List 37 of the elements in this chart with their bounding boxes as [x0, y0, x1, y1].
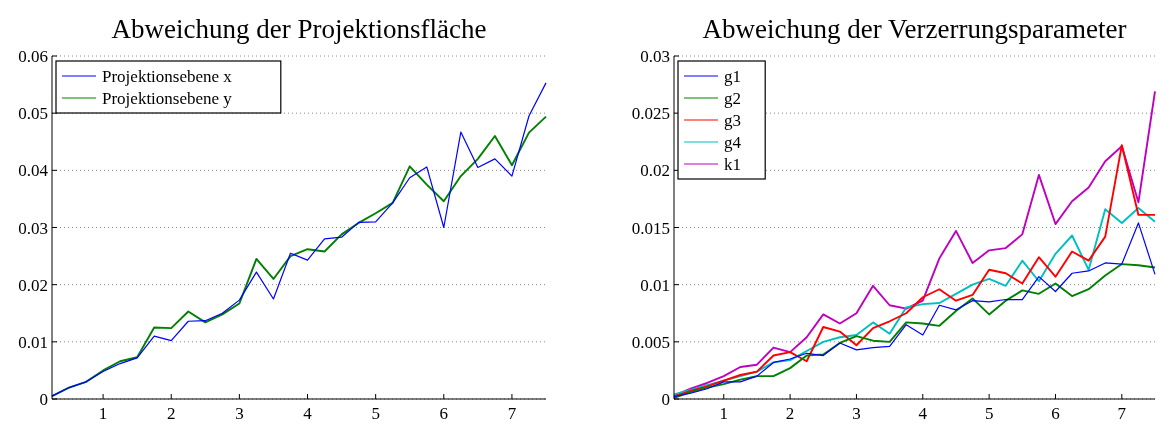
legend-label: g2	[724, 89, 741, 108]
x-tick-label: 5	[984, 404, 994, 423]
legend-label: Projektionsebene y	[102, 89, 233, 108]
y-tick-label: 0.02	[640, 161, 670, 181]
legend-label: g3	[724, 111, 741, 130]
y-tick-label: 0.03	[640, 47, 670, 66]
x-tick-label: 6	[439, 404, 449, 423]
x-tick-label: 3	[852, 404, 861, 423]
legend-label: g1	[724, 67, 741, 86]
y-tick-label: 0.02	[18, 275, 48, 295]
x-tick-label: 6	[1051, 404, 1060, 423]
y-tick-label: 0.01	[18, 332, 48, 352]
x-tick-label: 1	[719, 404, 729, 423]
x-tick-label: 5	[371, 404, 380, 423]
y-tick-label: 0.06	[18, 47, 48, 66]
x-tick-label: 4	[303, 404, 313, 423]
y-tick-label: 0	[661, 390, 670, 409]
chart-title: Abweichung der Verzerrungsparameter	[702, 14, 1127, 44]
x-tick-label: 7	[1117, 404, 1127, 423]
chart-title: Abweichung der Projektionsfläche	[111, 14, 487, 44]
x-tick-label: 1	[98, 404, 108, 423]
y-tick-label: 0.05	[18, 104, 48, 124]
x-tick-label: 4	[918, 404, 928, 423]
y-tick-label: 0.015	[631, 218, 670, 238]
legend-label: k1	[724, 155, 741, 174]
x-tick-label: 3	[235, 404, 244, 423]
y-tick-label: 0.005	[631, 332, 670, 352]
x-tick-label: 2	[166, 404, 176, 423]
x-tick-label: 7	[507, 404, 517, 423]
y-tick-label: 0.04	[18, 161, 49, 181]
x-tick-label: 2	[785, 404, 795, 423]
y-tick-label: 0.025	[631, 104, 670, 124]
legend-label: g4	[724, 133, 742, 152]
y-tick-label: 0	[39, 390, 48, 409]
legend-label: Projektionsebene x	[102, 67, 233, 86]
y-tick-label: 0.01	[640, 275, 670, 295]
y-tick-label: 0.03	[18, 218, 48, 238]
